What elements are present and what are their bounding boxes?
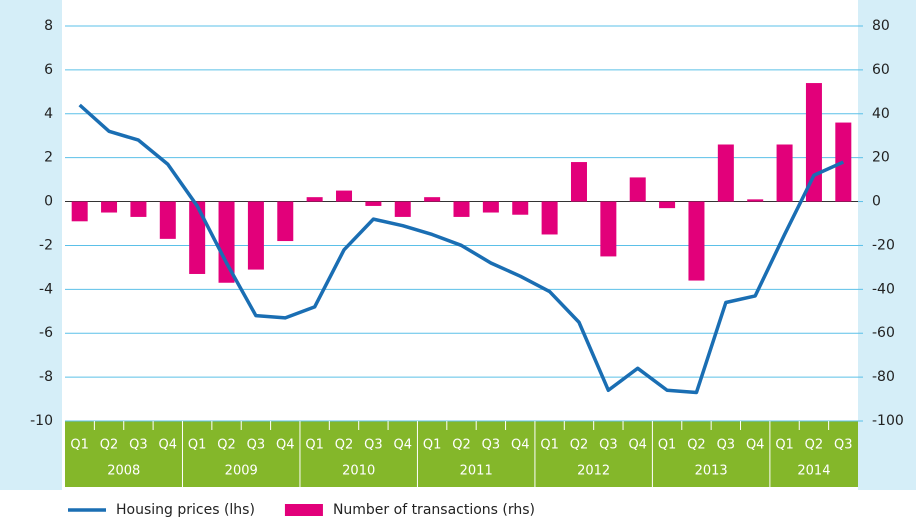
x-tick-label: Q3 (482, 438, 501, 453)
bar (424, 197, 441, 202)
x-tick-label: Q3 (364, 438, 383, 453)
y-tick-label: 6 (44, 62, 53, 78)
x-tick-label: Q4 (628, 438, 647, 453)
x-tick-label: Q4 (394, 438, 413, 453)
x-tick-label: Q4 (159, 438, 178, 453)
bar (71, 201, 88, 222)
bar (776, 144, 793, 202)
x-tick-label: Q3 (599, 438, 618, 453)
x-tick-label: Q3 (717, 438, 736, 453)
bar (189, 201, 206, 274)
bar (218, 201, 235, 283)
bar (688, 201, 705, 281)
x-tick-label: Q1 (775, 438, 794, 453)
year-label: 2014 (797, 464, 830, 479)
x-tick-label: Q1 (423, 438, 442, 453)
x-tick-label: Q4 (511, 438, 530, 453)
y2-tick-label: -60 (872, 325, 895, 341)
bar (306, 197, 323, 202)
y2-tick-label: 80 (872, 18, 890, 34)
y-tick-label: 4 (44, 106, 53, 122)
y-tick-label: 0 (44, 194, 53, 210)
y2-tick-label: 40 (872, 106, 890, 122)
x-tick-label: Q1 (70, 438, 89, 453)
y-tick-label: -8 (39, 369, 53, 385)
legend-label: Housing prices (lhs) (116, 502, 255, 518)
legend-label: Number of transactions (rhs) (333, 502, 535, 518)
y-tick-label: -6 (39, 325, 53, 341)
bar (336, 190, 353, 202)
bar (453, 201, 470, 217)
year-label: 2010 (342, 464, 375, 479)
x-tick-label: Q3 (834, 438, 853, 453)
year-label: 2013 (695, 464, 728, 479)
year-label: 2008 (107, 464, 140, 479)
right-axis-panel (858, 0, 916, 490)
bar (717, 144, 734, 202)
y2-tick-label: 60 (872, 62, 890, 78)
y2-tick-label: -80 (872, 369, 895, 385)
bar (101, 201, 118, 213)
x-tick-label: Q1 (540, 438, 559, 453)
x-tick-label: Q1 (305, 438, 324, 453)
bar (130, 201, 147, 217)
x-tick-label: Q2 (570, 438, 589, 453)
x-tick-label: Q2 (452, 438, 471, 453)
x-axis-band (65, 421, 858, 487)
y2-tick-label: 0 (872, 194, 881, 210)
y-tick-label: -4 (39, 281, 53, 297)
y2-tick-label: -100 (872, 413, 904, 429)
x-tick-label: Q2 (687, 438, 706, 453)
bar (365, 201, 382, 206)
x-tick-label: Q1 (658, 438, 677, 453)
bar (159, 201, 176, 239)
x-tick-label: Q3 (247, 438, 266, 453)
x-tick-label: Q4 (746, 438, 765, 453)
legend-swatch (284, 504, 323, 516)
y-tick-label: 8 (44, 18, 53, 34)
x-tick-label: Q2 (805, 438, 824, 453)
left-axis-panel (0, 0, 62, 490)
x-tick-label: Q3 (129, 438, 148, 453)
bar (512, 201, 529, 215)
x-tick-label: Q2 (217, 438, 236, 453)
x-tick-label: Q1 (188, 438, 207, 453)
bar (570, 162, 587, 202)
bar (247, 201, 264, 270)
line (78, 103, 845, 395)
y-tick-label: -10 (30, 413, 53, 429)
y-tick-label: 2 (44, 150, 53, 166)
year-label: 2011 (460, 464, 493, 479)
bar (747, 199, 764, 202)
year-label: 2012 (577, 464, 610, 479)
bar (277, 201, 294, 242)
y-tick-label: -2 (39, 237, 53, 253)
x-tick-label: Q2 (335, 438, 354, 453)
bar (541, 201, 558, 235)
bar (482, 201, 499, 213)
y2-tick-label: 20 (872, 150, 890, 166)
x-tick-label: Q2 (100, 438, 119, 453)
y2-tick-label: -20 (872, 237, 895, 253)
x-tick-label: Q4 (276, 438, 295, 453)
y2-tick-label: -40 (872, 281, 895, 297)
bar (600, 201, 617, 257)
bar (629, 177, 646, 202)
bar (394, 201, 411, 217)
year-label: 2009 (225, 464, 258, 479)
bar (659, 201, 676, 209)
